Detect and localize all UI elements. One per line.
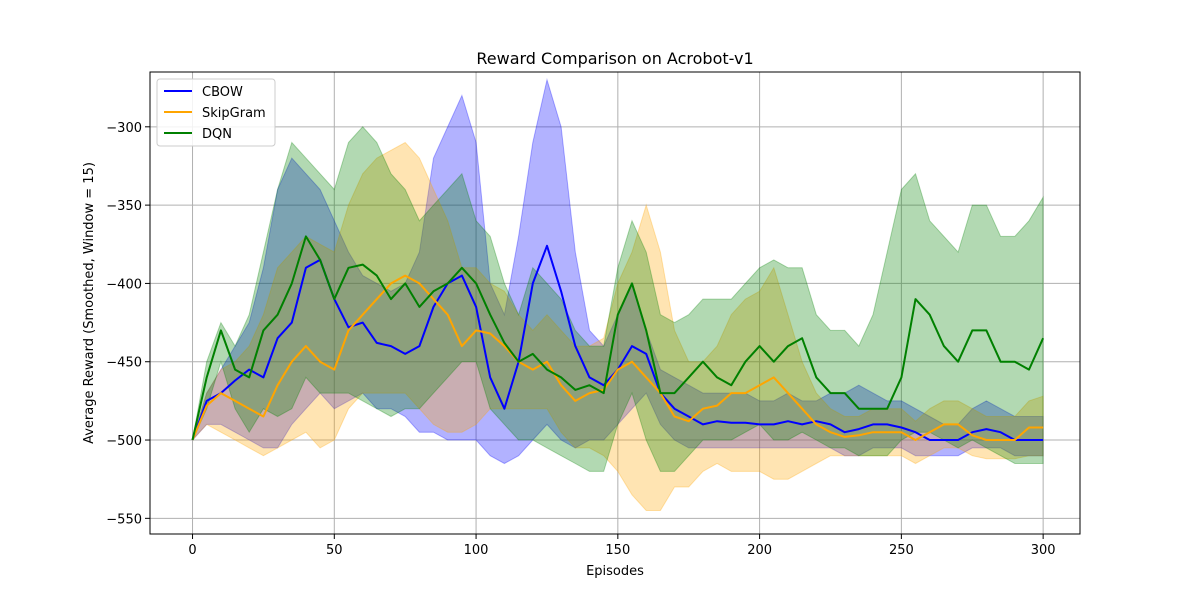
legend-label-cbow: CBOW <box>202 85 243 100</box>
x-tick-label: 300 <box>1031 543 1056 558</box>
x-tick-label: 200 <box>747 543 772 558</box>
line-skipgram <box>191 274 1044 441</box>
grid-lines <box>150 72 1080 534</box>
legend: CBOW SkipGram DQN <box>156 78 276 147</box>
series-lines <box>191 235 1045 441</box>
axis-ticks: 0 50 100 150 200 250 300 −550 −500 −450 −400 −350 −3… <box>106 121 1055 558</box>
band-cbow <box>192 77 1044 465</box>
y-tick-label: −350 <box>106 199 142 214</box>
band-skipgram <box>192 141 1044 511</box>
x-tick-label: 0 <box>188 543 196 558</box>
y-tick-label: −450 <box>106 356 142 371</box>
y-axis-title: Average Reward (Smoothed, Window = 15) <box>82 162 97 444</box>
band-dqn <box>192 126 1044 472</box>
chart-title: Reward Comparison on Acrobot-v1 <box>476 49 753 68</box>
x-tick-label: 100 <box>464 543 489 558</box>
y-tick-label: −300 <box>106 121 142 136</box>
legend-box <box>156 78 276 147</box>
x-tick-label: 50 <box>326 543 343 558</box>
line-dqn <box>191 235 1045 441</box>
x-axis-title: Episodes <box>586 564 644 579</box>
y-tick-label: −550 <box>106 512 142 527</box>
y-tick-label: −400 <box>106 277 142 292</box>
y-tick-label: −500 <box>106 434 142 449</box>
x-tick-label: 250 <box>889 543 914 558</box>
legend-label-dqn: DQN <box>202 127 232 142</box>
x-tick-label: 150 <box>605 543 630 558</box>
plot-frame <box>149 71 1081 535</box>
legend-label-skipgram: SkipGram <box>202 106 266 121</box>
confidence-bands <box>192 77 1044 511</box>
